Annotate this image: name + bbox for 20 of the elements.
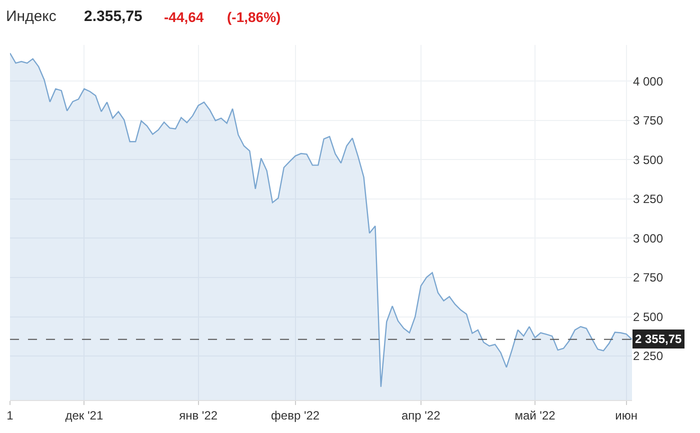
x-tick-label: июн (615, 408, 638, 422)
x-tick-label: янв '22 (179, 408, 218, 422)
x-tick-label: апр '22 (401, 408, 441, 422)
y-tick-label: 2 750 (633, 270, 664, 285)
x-tick-label: дек '21 (65, 408, 104, 422)
y-tick-label: 3 000 (633, 231, 664, 246)
y-tick-label: 4 000 (633, 74, 664, 88)
x-tick-label: май '22 (514, 408, 556, 422)
y-tick-label: 2 250 (633, 349, 664, 364)
text: -44,64 (164, 9, 204, 25)
y-tick-label: 3 500 (633, 152, 664, 167)
text: 2.355,75 (84, 8, 142, 25)
y-tick-label: 3 750 (633, 114, 664, 128)
x-tick-label: февр '22 (271, 408, 320, 422)
chart-title: Индекс (6, 8, 57, 25)
ref-line-label: 2 355,75 (635, 332, 682, 346)
x-tick-label: 1 (6, 408, 14, 422)
text: (-1,86%) (227, 9, 281, 25)
y-tick-label: 3 250 (633, 192, 664, 206)
y-tick-label: 2 500 (633, 310, 664, 324)
